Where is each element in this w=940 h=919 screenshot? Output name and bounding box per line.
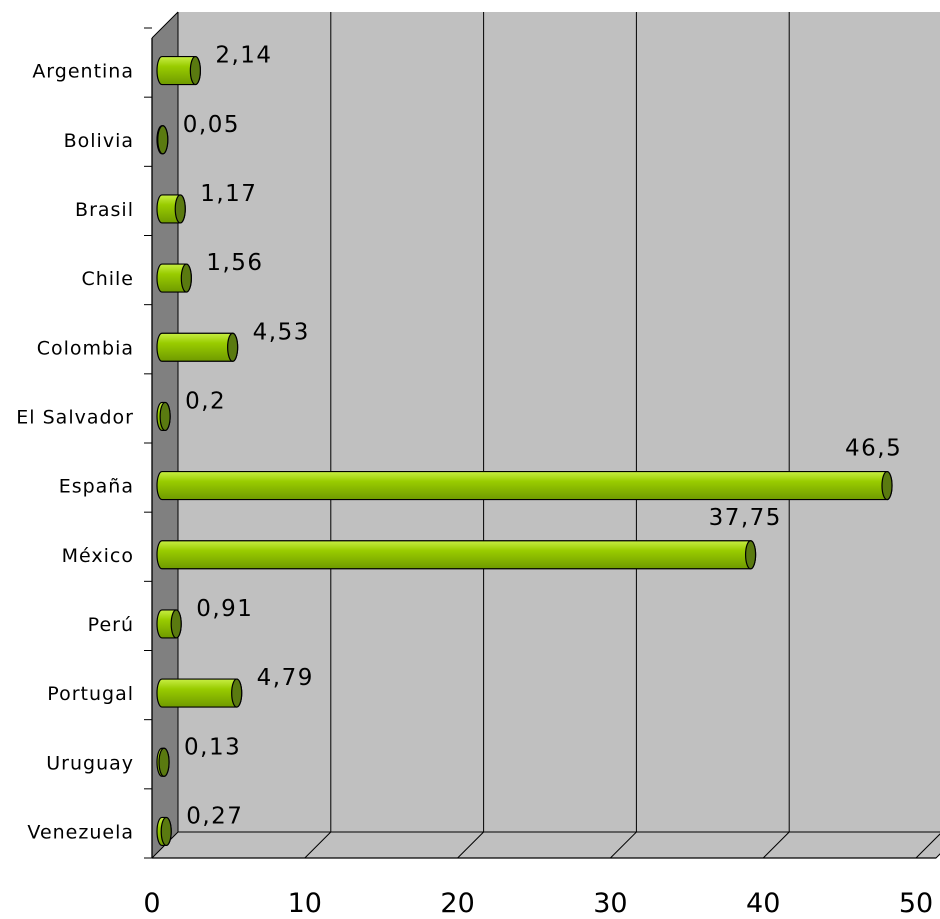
back-wall (178, 12, 940, 832)
x-tick-label: 10 (288, 888, 322, 919)
bar (156, 747, 170, 777)
bar (156, 401, 171, 432)
chart-plot-area (150, 12, 940, 859)
data-label: 4,79 (257, 665, 314, 691)
bar-body (156, 470, 893, 501)
category-label: Chile (81, 268, 134, 290)
bar (156, 540, 757, 570)
category-label: Argentina (32, 61, 134, 83)
data-label: 1,17 (200, 181, 257, 207)
bar (156, 55, 201, 86)
data-label: 37,75 (709, 505, 782, 531)
category-label: Bolivia (64, 130, 134, 152)
floor (150, 831, 940, 859)
x-tick-label: 50 (899, 888, 933, 919)
bar-body (156, 540, 757, 570)
data-label: 46,5 (845, 436, 902, 462)
bar-cap (159, 401, 171, 432)
bar-cap (227, 332, 239, 362)
category-label: Colombia (37, 337, 134, 359)
category-label: Venezuela (27, 821, 134, 843)
category-label: Perú (88, 614, 134, 636)
bar-cap (189, 55, 201, 86)
data-label: 0,2 (185, 388, 226, 414)
bar-cap (157, 125, 169, 155)
bar-cap (744, 540, 757, 570)
bar (156, 194, 186, 224)
category-label: El Salvador (16, 406, 134, 428)
category-label: México (62, 545, 134, 567)
bar (156, 470, 893, 501)
bar (156, 678, 243, 708)
bar (156, 125, 169, 155)
x-tick-label: 40 (746, 888, 780, 919)
x-tick-label: 20 (440, 888, 474, 919)
x-tick-label: 0 (143, 888, 160, 919)
data-label: 0,27 (186, 803, 243, 829)
bar-cap (158, 747, 170, 777)
data-label: 1,56 (206, 250, 263, 276)
data-label: 0,05 (183, 112, 240, 138)
x-tick-label: 30 (593, 888, 627, 919)
category-label: Brasil (75, 199, 134, 221)
bar-cap (881, 470, 893, 501)
chart-labels: 0 10 20 30 40 50 Argentina 2,14 Bolivia 0,05 Brasi… (16, 43, 933, 919)
bar-cap (231, 678, 243, 708)
bar-cap (170, 609, 182, 639)
data-label: 0,13 (184, 734, 241, 760)
floor-gridline (457, 831, 484, 859)
category-label: Uruguay (46, 752, 134, 774)
bar (156, 816, 172, 847)
data-label: 2,14 (215, 43, 272, 69)
bar-cap (180, 263, 192, 293)
category-label: España (59, 476, 134, 498)
floor-gridline (762, 831, 790, 859)
category-label: Portugal (47, 683, 134, 705)
data-label: 4,53 (253, 319, 310, 345)
floor-gridline (304, 831, 332, 859)
floor-gridline (610, 831, 637, 859)
bar-cap (160, 816, 172, 847)
side-top-edge (151, 11, 179, 39)
chart-bars (156, 55, 893, 847)
bar (156, 609, 182, 639)
bar (156, 263, 192, 293)
bar-body (156, 332, 239, 362)
bar-cap (174, 194, 186, 224)
data-label: 0,91 (196, 596, 253, 622)
chart-gridlines (304, 12, 940, 859)
floor-gridline (915, 833, 940, 859)
bar-body (156, 678, 243, 708)
bar (156, 332, 239, 362)
